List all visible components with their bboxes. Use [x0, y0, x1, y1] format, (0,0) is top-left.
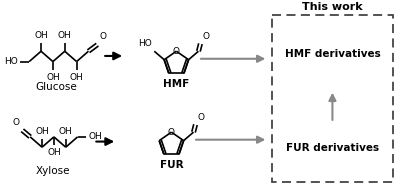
Text: OH: OH [58, 31, 72, 40]
Text: Xylose: Xylose [36, 166, 70, 176]
Text: Glucose: Glucose [35, 82, 77, 92]
Text: HO: HO [138, 39, 152, 48]
Text: HMF: HMF [163, 79, 190, 89]
Text: OH: OH [35, 127, 49, 136]
Text: FUR: FUR [160, 160, 183, 170]
Text: FUR derivatives: FUR derivatives [286, 143, 379, 153]
Text: OH: OH [59, 127, 73, 136]
Text: O: O [173, 47, 180, 56]
Text: OH: OH [34, 31, 48, 40]
Text: This work: This work [302, 2, 363, 12]
Text: O: O [12, 118, 19, 127]
Text: OH: OH [46, 73, 60, 82]
Text: O: O [168, 128, 175, 137]
Text: O: O [198, 113, 204, 122]
FancyBboxPatch shape [272, 15, 393, 182]
Text: O: O [202, 32, 210, 41]
Text: O: O [99, 32, 106, 41]
Text: OH: OH [70, 73, 84, 82]
Text: OH: OH [47, 148, 61, 157]
Text: OH: OH [88, 132, 102, 141]
Text: HMF derivatives: HMF derivatives [284, 49, 380, 59]
Text: HO: HO [4, 57, 18, 66]
